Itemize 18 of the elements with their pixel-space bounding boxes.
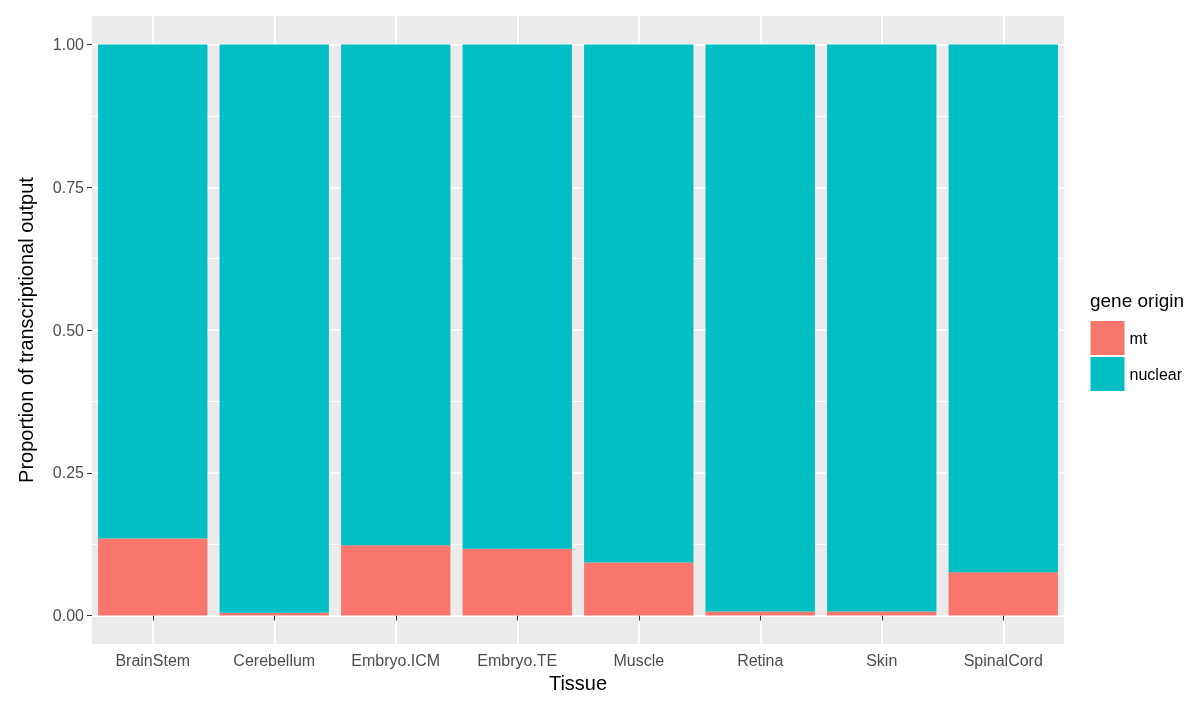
y-axis-title: Proportion of transcriptional output [15,176,37,483]
x-tick-label: Cerebellum [233,651,316,669]
x-tick-label: Embryo.TE [477,651,558,669]
x-axis-title: Tissue [548,672,608,694]
x-tick-label: Skin [866,651,898,669]
x-tick-label: BrainStem [115,651,191,669]
x-tick-label: Embryo.ICM [351,651,441,669]
x-tick-label: SpinalCord [963,651,1043,669]
y-tick-label: 0.75 [52,178,85,196]
legend-label: nuclear [1129,365,1183,383]
y-tick-label: 0.00 [52,607,85,625]
legend-label: mt [1129,329,1148,347]
y-tick-label: 1.00 [52,36,85,54]
y-tick-label: 0.25 [52,464,85,482]
x-tick-label: Retina [737,651,784,669]
x-tick-label: Muscle [613,651,665,669]
y-tick-label: 0.50 [52,321,85,339]
legend-title: gene origin [1089,290,1185,311]
